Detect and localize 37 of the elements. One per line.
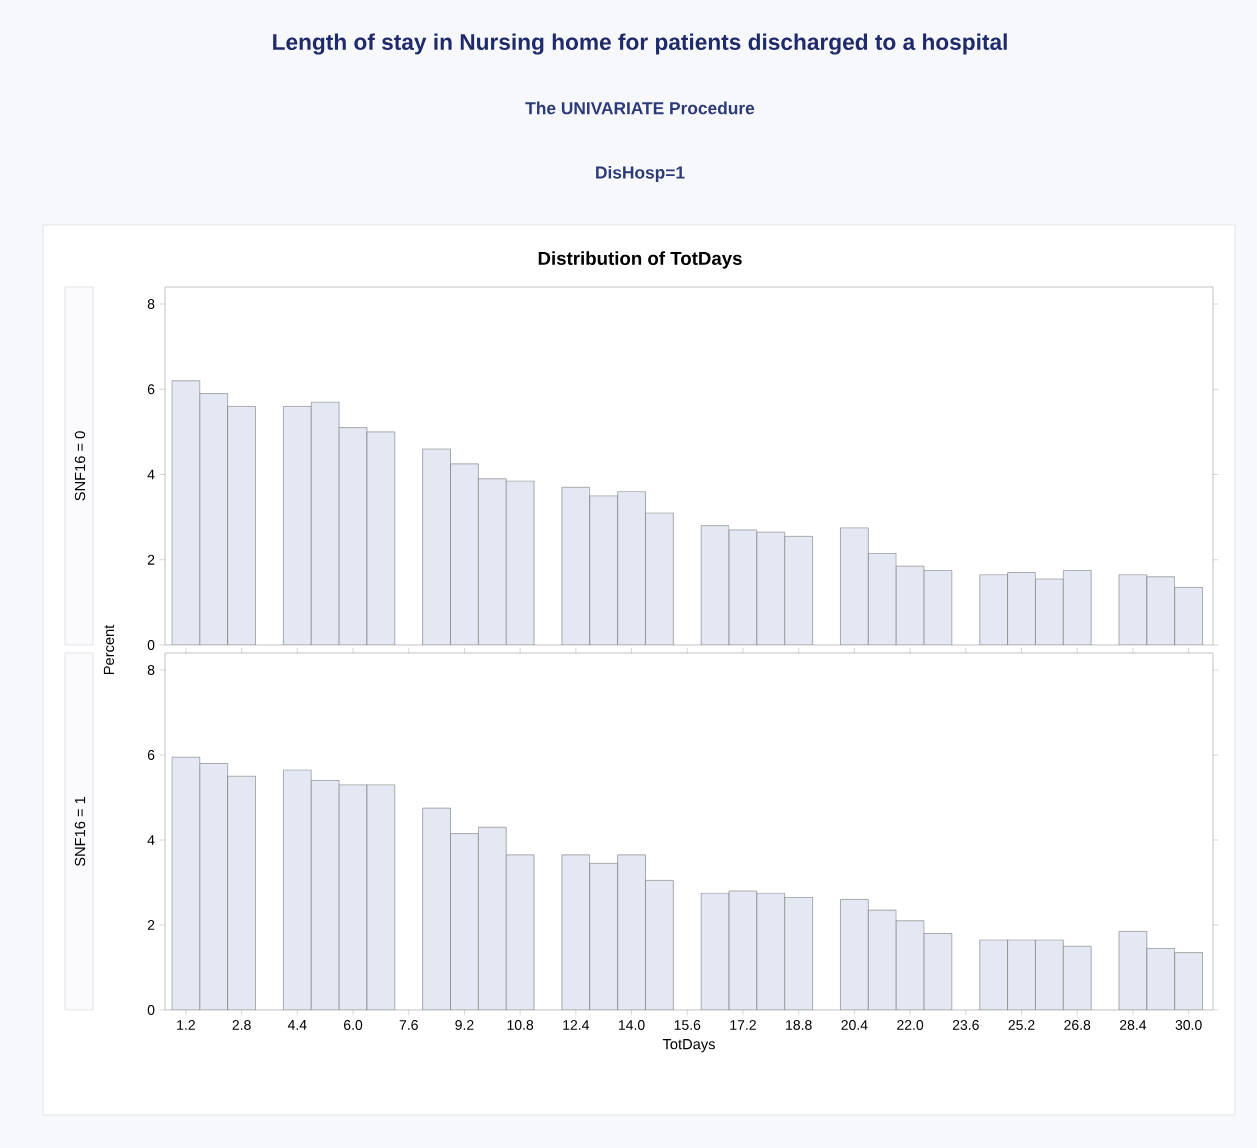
x-tick-label: 12.4 (563, 1020, 590, 1030)
y-tick-label: 2 (147, 554, 155, 565)
x-tick-label: 18.8 (786, 1020, 812, 1030)
text: DisHosp=1 (596, 165, 685, 183)
y-tick-label: 6 (147, 384, 155, 395)
x-tick-label: 15.6 (674, 1020, 701, 1030)
y-tick-label: 0 (147, 640, 155, 650)
y-axis-title: Percent (103, 624, 115, 675)
y-tick-label: 2 (147, 920, 155, 930)
x-tick-label: 25.2 (1008, 1020, 1035, 1030)
x-tick-label: 17.2 (730, 1020, 756, 1030)
text: Distribution of TotDays (538, 251, 742, 269)
x-tick-label: 9.2 (455, 1020, 474, 1030)
y-tick-label: 8 (147, 299, 155, 309)
y-tick-label: 4 (147, 835, 155, 845)
x-tick-label: 6.0 (344, 1020, 363, 1030)
chart-subtitle: The UNIVARIATE Procedure (525, 101, 755, 115)
text: SNF16 = 0 (74, 431, 86, 501)
x-axis-title: TotDays (662, 1039, 715, 1053)
x-tick-label: 20.4 (841, 1020, 868, 1030)
y-tick-label: 0 (147, 1005, 155, 1015)
y-tick-label: 8 (147, 665, 155, 675)
x-tick-label: 23.6 (952, 1020, 979, 1030)
y-tick-label: 6 (147, 750, 155, 760)
x-tick-label: 14.0 (619, 1020, 645, 1030)
x-tick-label: 4.4 (287, 1020, 307, 1030)
x-tick-label: 28.4 (1120, 1020, 1147, 1030)
x-tick-label: 26.8 (1064, 1020, 1091, 1030)
x-tick-label: 1.2 (177, 1020, 195, 1030)
text: SNF16 = 1 (74, 796, 86, 867)
y-tick-label: 4 (147, 469, 155, 480)
x-tick-label: 2.8 (232, 1020, 251, 1030)
x-tick-label: 10.8 (507, 1020, 534, 1030)
x-tick-label: 7.6 (399, 1020, 418, 1030)
x-tick-label: 22.0 (897, 1020, 924, 1030)
x-tick-label: 30.0 (1175, 1020, 1202, 1030)
chart-title: Length of stay in Nursing home for patients discharged to a hospital (273, 33, 1007, 55)
